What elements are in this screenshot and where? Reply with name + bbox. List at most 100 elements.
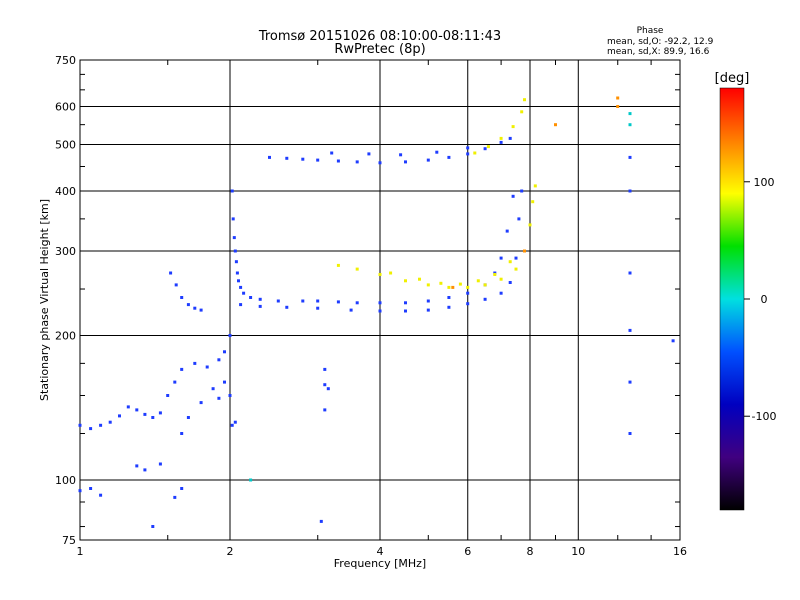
data-point (158, 411, 162, 415)
data-point (435, 150, 439, 154)
data-point (239, 285, 243, 289)
data-point (205, 365, 209, 369)
data-point (186, 303, 190, 307)
data-point (367, 152, 371, 156)
data-point (528, 223, 532, 227)
data-point (514, 256, 518, 260)
data-point (151, 525, 155, 528)
colorbar-tick-label: 0 (761, 293, 768, 306)
colorbar (719, 87, 745, 511)
colorbar-tick-label: -100 (752, 410, 777, 423)
x-tick-label: 6 (464, 545, 471, 558)
y-tick-label: 300 (55, 245, 76, 258)
data-point (268, 155, 271, 159)
data-point (242, 291, 246, 295)
data-point (151, 416, 155, 419)
data-point (99, 493, 103, 497)
data-point (628, 380, 632, 384)
data-point (404, 160, 407, 164)
phase-heading: Phase (637, 26, 664, 36)
data-point (520, 110, 524, 114)
data-point (355, 160, 359, 164)
data-point (173, 495, 177, 499)
data-point (483, 283, 487, 287)
data-point (508, 136, 512, 140)
data-point (316, 306, 320, 310)
data-point (628, 123, 632, 127)
data-point (628, 432, 632, 435)
data-point (447, 155, 451, 159)
data-point (239, 303, 243, 307)
y-tick-label: 75 (62, 534, 76, 547)
x-axis-label: Frequency [MHz] (334, 557, 426, 570)
data-point (169, 271, 173, 275)
data-point (285, 305, 289, 309)
data-point (523, 98, 526, 102)
data-point (466, 152, 470, 156)
y-tick-label: 100 (55, 474, 76, 487)
data-point (158, 462, 162, 466)
colorbar-ticks: 100 0 -100 (744, 176, 776, 423)
data-point (108, 420, 112, 424)
data-point (520, 189, 524, 193)
data-point (505, 229, 509, 233)
data-point (276, 299, 280, 303)
data-point (628, 328, 632, 332)
data-point (451, 285, 455, 289)
data-point (323, 383, 327, 387)
data-point (523, 249, 526, 253)
y-axis-label: Stationary phase Virtual Height [km] (38, 199, 51, 401)
data-point (378, 273, 382, 276)
data-point (355, 267, 359, 271)
data-point (316, 158, 320, 162)
data-point (404, 301, 407, 305)
data-point (355, 301, 359, 305)
data-point (349, 308, 353, 312)
data-point (336, 263, 340, 267)
data-point (493, 273, 497, 276)
data-point (316, 299, 320, 303)
data-point (533, 184, 537, 188)
data-point (249, 296, 253, 299)
data-point (180, 432, 184, 435)
data-point (199, 308, 203, 312)
data-point (135, 408, 139, 412)
data-point (418, 277, 421, 281)
data-point (193, 306, 197, 310)
chart-title: Tromsø 20151026 08:10:00-08:11:43 (258, 29, 501, 44)
data-point (336, 300, 340, 304)
x-tick-label: 10 (571, 545, 585, 558)
data-point (466, 285, 470, 289)
data-point (554, 123, 557, 127)
data-point (399, 153, 403, 157)
data-point (237, 279, 240, 283)
data-point (186, 416, 190, 419)
data-point (249, 478, 253, 482)
axis-ticks: 1 2 4 6 8 10 16 75 100 200 300 400 500 600 750 (55, 54, 687, 558)
y-tick-label: 200 (55, 330, 76, 343)
data-point (616, 96, 620, 100)
data-point (426, 308, 430, 312)
data-point (447, 305, 451, 309)
data-point (126, 405, 130, 409)
data-point (217, 358, 221, 362)
data-point (234, 260, 238, 264)
data-point (166, 394, 170, 397)
data-point (301, 299, 305, 303)
data-point (235, 271, 239, 275)
data-point (301, 157, 305, 161)
chart-subtitle: RwPretec (8p) (334, 42, 425, 57)
data-point (517, 217, 521, 221)
data-point (323, 367, 327, 371)
data-point (223, 380, 226, 384)
data-point (89, 487, 93, 490)
data-point (378, 301, 382, 305)
data-point (483, 147, 487, 151)
y-tick-label: 500 (55, 139, 76, 152)
data-point (466, 302, 470, 306)
data-point (319, 519, 323, 523)
data-point (180, 367, 184, 371)
data-point (499, 140, 503, 144)
data-point (233, 249, 237, 253)
